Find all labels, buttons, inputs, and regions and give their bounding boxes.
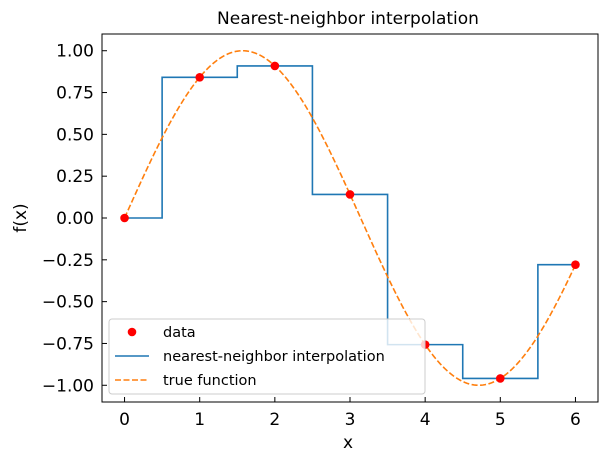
x-tick-label: 0 <box>119 410 130 430</box>
legend-marker-data <box>127 327 137 337</box>
x-axis: 0 1 2 3 4 5 6 <box>119 397 581 430</box>
x-tick-label: 2 <box>269 410 280 430</box>
y-tick-label: 0.75 <box>56 84 94 104</box>
x-tick-label: 4 <box>420 410 431 430</box>
data-point <box>120 213 129 223</box>
x-tick-label: 1 <box>194 410 205 430</box>
legend-label: nearest-neighbor interpolation <box>163 349 385 365</box>
y-tick-label: 0.25 <box>56 167 94 187</box>
x-tick-label: 5 <box>495 410 506 430</box>
y-tick-label: 0.50 <box>56 125 94 145</box>
y-tick-label: −0.50 <box>42 293 94 313</box>
data-point <box>571 260 580 269</box>
y-tick-label: 1.00 <box>56 42 94 62</box>
legend-box <box>108 318 426 395</box>
y-tick-label: −1.00 <box>42 376 94 396</box>
y-axis: 1.00 0.75 0.50 0.25 0.00 −0.25 −0.50 −0.75 −1.00 <box>42 42 107 396</box>
y-axis-label: f(x) <box>11 203 31 232</box>
x-axis-label: x <box>343 433 353 453</box>
chart-title: Nearest-neighbor interpolation <box>217 9 479 29</box>
x-tick-label: 3 <box>345 410 356 430</box>
y-tick-label: 0.00 <box>56 209 94 229</box>
data-point <box>345 190 355 199</box>
x-tick-label: 6 <box>570 410 581 430</box>
data-point <box>195 73 204 82</box>
legend: data nearest-neighbor interpolation true f… <box>108 318 426 395</box>
data-point <box>270 61 280 71</box>
y-tick-label: −0.75 <box>42 334 94 354</box>
data-point <box>496 374 505 383</box>
legend-label: true function <box>163 373 257 389</box>
legend-label: data <box>163 325 196 341</box>
y-tick-label: −0.25 <box>42 251 94 271</box>
